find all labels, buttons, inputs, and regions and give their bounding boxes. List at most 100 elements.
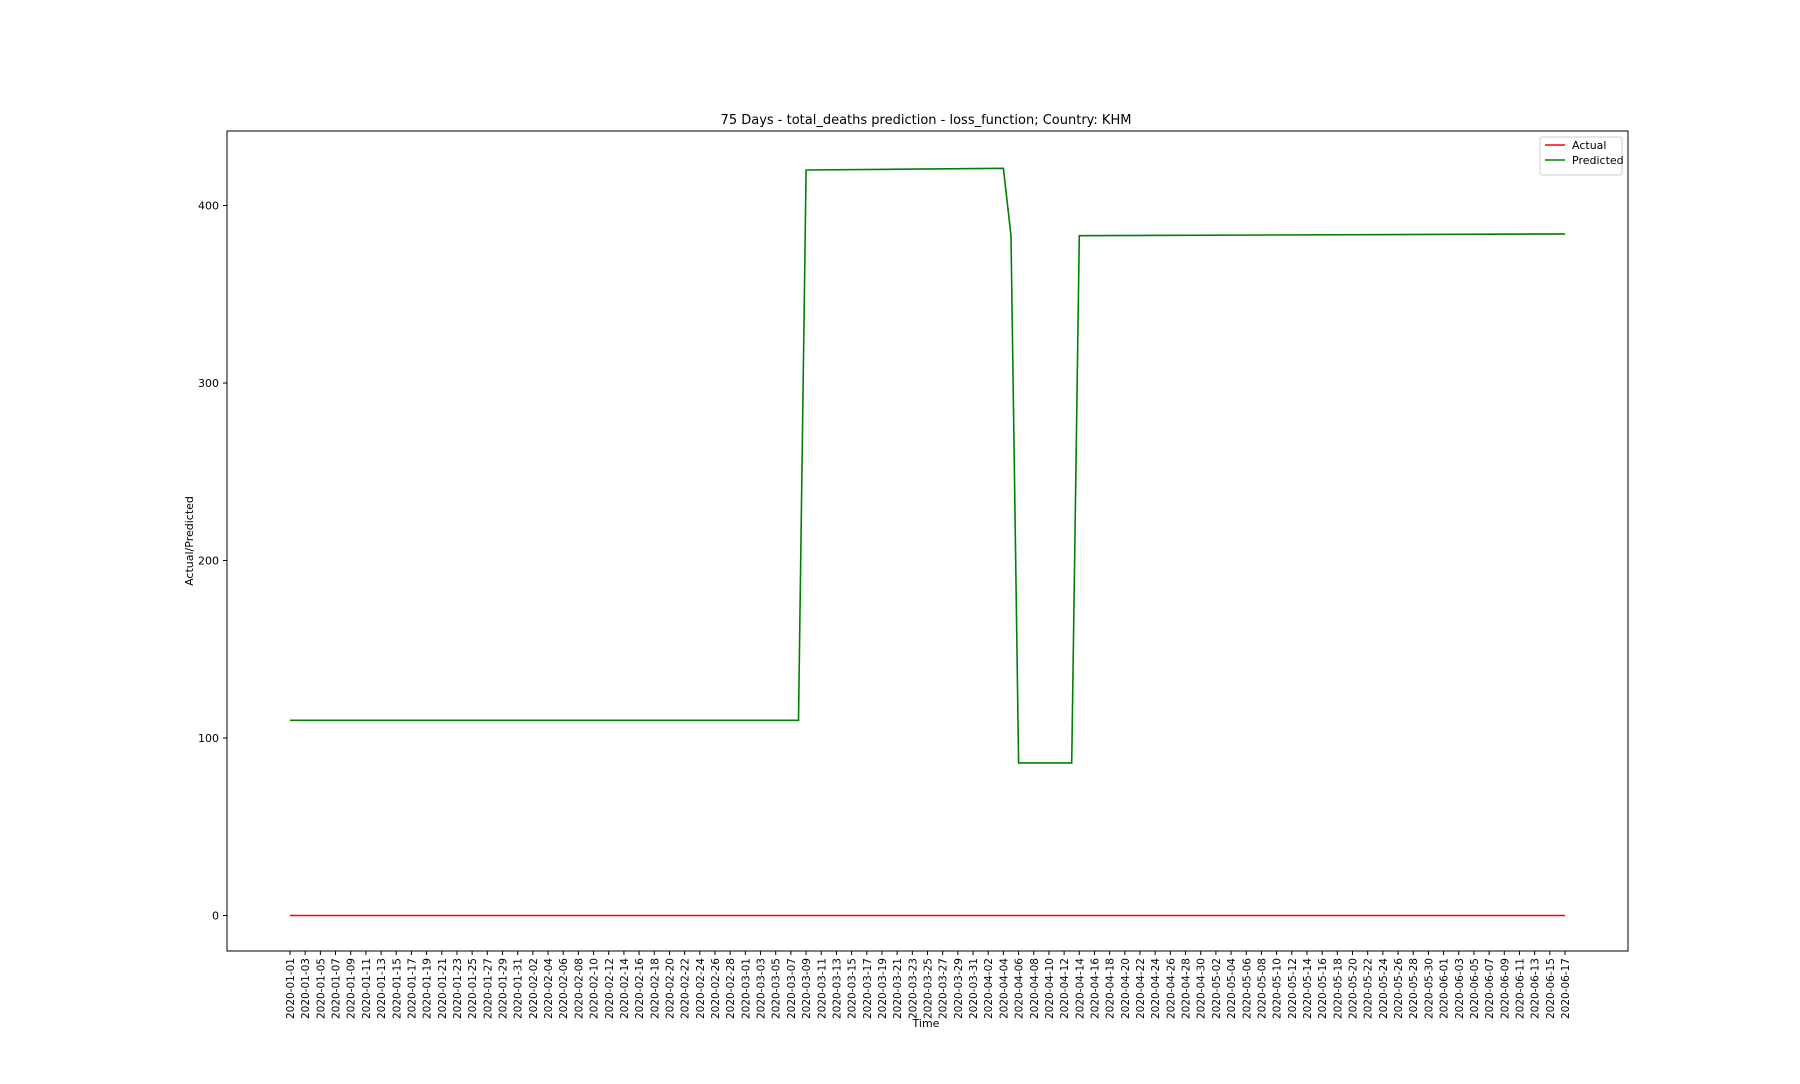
x-axis-label: Time: [912, 1017, 940, 1030]
x-tick-label: 2020-03-17: [862, 958, 874, 1019]
x-tick-label: 2020-01-03: [300, 958, 312, 1019]
x-tick-label: 2020-06-07: [1484, 958, 1496, 1019]
legend: Actual Predicted: [1539, 136, 1624, 176]
x-tick-label: 2020-05-14: [1302, 958, 1314, 1019]
x-tick-label: 2020-02-18: [649, 958, 661, 1019]
x-tick-label: 2020-02-16: [634, 958, 646, 1019]
x-tick-label: 2020-03-11: [816, 958, 828, 1019]
plot-frame: [226, 130, 1629, 952]
x-tick-label: 2020-05-04: [1226, 958, 1238, 1019]
x-tick-label: 2020-06-13: [1530, 958, 1542, 1019]
x-tick-label: 2020-01-19: [422, 958, 434, 1019]
x-tick-label: 2020-05-18: [1332, 958, 1344, 1019]
x-tick-label: 2020-04-10: [1044, 958, 1056, 1019]
x-tick-label: 2020-02-02: [528, 958, 540, 1019]
x-tick-label: 2020-03-23: [907, 958, 919, 1019]
x-tick-label: 2020-03-09: [801, 958, 813, 1019]
x-tick-label: 2020-05-08: [1256, 958, 1268, 1019]
x-tick-label: 2020-04-14: [1074, 958, 1086, 1019]
x-tick-label: 2020-06-11: [1514, 958, 1526, 1019]
x-tick-label: 2020-05-06: [1241, 958, 1253, 1019]
y-axis: 0 100 200 300 400: [198, 200, 227, 923]
chart-title: 75 Days - total_deaths prediction - loss…: [721, 113, 1132, 128]
x-tick-label: 2020-04-22: [1135, 958, 1147, 1019]
y-tick-label: 100: [198, 732, 219, 745]
x-tick-label: 2020-03-27: [938, 958, 950, 1019]
y-tick-label: 300: [198, 377, 219, 390]
x-tick-label: 2020-04-16: [1089, 958, 1101, 1019]
x-tick-label: 2020-02-12: [604, 958, 616, 1019]
x-tick-label: 2020-05-26: [1393, 958, 1405, 1019]
y-tick-label: 0: [212, 910, 219, 923]
x-tick-label: 2020-05-12: [1287, 958, 1299, 1019]
series-line-predicted: [290, 167, 1566, 764]
series-layer: [290, 167, 1566, 917]
x-tick-label: 2020-02-06: [558, 958, 570, 1019]
x-tick-label: 2020-03-31: [968, 958, 980, 1019]
legend-box: [1539, 136, 1623, 176]
x-tick-label: 2020-03-05: [771, 958, 783, 1019]
x-tick-label: 2020-04-08: [1029, 958, 1041, 1019]
x-tick-label: 2020-01-25: [467, 958, 479, 1019]
x-tick-label: 2020-01-17: [406, 958, 418, 1019]
x-tick-label: 2020-03-15: [847, 958, 859, 1019]
x-tick-label: 2020-05-22: [1363, 958, 1375, 1019]
x-tick-label: 2020-06-15: [1545, 958, 1557, 1019]
x-tick-label: 2020-01-05: [315, 958, 327, 1019]
y-tick-label: 200: [198, 555, 219, 568]
x-tick-label: 2020-02-10: [589, 958, 601, 1019]
x-tick-label: 2020-04-02: [983, 958, 995, 1019]
x-tick-label: 2020-04-06: [1014, 958, 1026, 1019]
x-tick-label: 2020-02-04: [543, 958, 555, 1019]
x-tick-label: 2020-03-07: [786, 958, 798, 1019]
x-tick-label: 2020-02-24: [695, 958, 707, 1019]
x-tick-label: 2020-04-26: [1165, 958, 1177, 1019]
x-tick-label: 2020-01-13: [376, 958, 388, 1019]
x-tick-label: 2020-03-01: [740, 958, 752, 1019]
x-tick-label: 2020-02-20: [664, 958, 676, 1019]
x-tick-label: 2020-01-27: [482, 958, 494, 1019]
x-tick-label: 2020-06-05: [1469, 958, 1481, 1019]
x-tick-label: 2020-03-13: [831, 958, 843, 1019]
x-tick-label: 2020-02-14: [619, 958, 631, 1019]
x-tick-label: 2020-03-29: [953, 958, 965, 1019]
x-axis: 2020-01-01 2020-01-03 2020-01-05 2020-01-07…: [285, 951, 1572, 1019]
legend-label: Actual: [1572, 139, 1606, 152]
x-tick-label: 2020-04-18: [1105, 958, 1117, 1019]
y-axis-label: Actual/Predicted: [183, 496, 196, 586]
x-tick-label: 2020-03-03: [756, 958, 768, 1019]
x-tick-label: 2020-04-24: [1150, 958, 1162, 1019]
x-tick-label: 2020-01-15: [391, 958, 403, 1019]
x-tick-label: 2020-01-23: [452, 958, 464, 1019]
x-tick-label: 2020-05-10: [1272, 958, 1284, 1019]
x-tick-label: 2020-04-30: [1196, 958, 1208, 1019]
x-tick-label: 2020-01-31: [513, 958, 525, 1019]
x-tick-label: 2020-01-01: [285, 958, 297, 1019]
x-tick-label: 2020-03-25: [923, 958, 935, 1019]
x-tick-label: 2020-01-29: [498, 958, 510, 1019]
x-tick-label: 2020-06-09: [1499, 958, 1511, 1019]
x-tick-label: 2020-06-03: [1454, 958, 1466, 1019]
x-tick-label: 2020-01-21: [437, 958, 449, 1019]
x-tick-label: 2020-04-12: [1059, 958, 1071, 1019]
x-tick-label: 2020-01-11: [361, 958, 373, 1019]
x-tick-label: 2020-03-21: [892, 958, 904, 1019]
x-tick-label: 2020-01-09: [346, 958, 358, 1019]
x-tick-label: 2020-02-08: [573, 958, 585, 1019]
x-tick-label: 2020-05-20: [1348, 958, 1360, 1019]
x-tick-label: 2020-01-07: [331, 958, 343, 1019]
x-tick-label: 2020-04-20: [1120, 958, 1132, 1019]
x-tick-label: 2020-04-04: [998, 958, 1010, 1019]
x-tick-label: 2020-05-28: [1408, 958, 1420, 1019]
x-tick-label: 2020-05-02: [1211, 958, 1223, 1019]
y-tick-label: 400: [198, 200, 219, 213]
x-tick-label: 2020-06-01: [1439, 958, 1451, 1019]
x-tick-label: 2020-02-26: [710, 958, 722, 1019]
x-tick-label: 2020-03-19: [877, 958, 889, 1019]
x-tick-label: 2020-06-17: [1560, 958, 1572, 1019]
x-tick-label: 2020-02-28: [725, 958, 737, 1019]
x-tick-label: 2020-05-30: [1423, 958, 1435, 1019]
x-tick-label: 2020-05-24: [1378, 958, 1390, 1019]
